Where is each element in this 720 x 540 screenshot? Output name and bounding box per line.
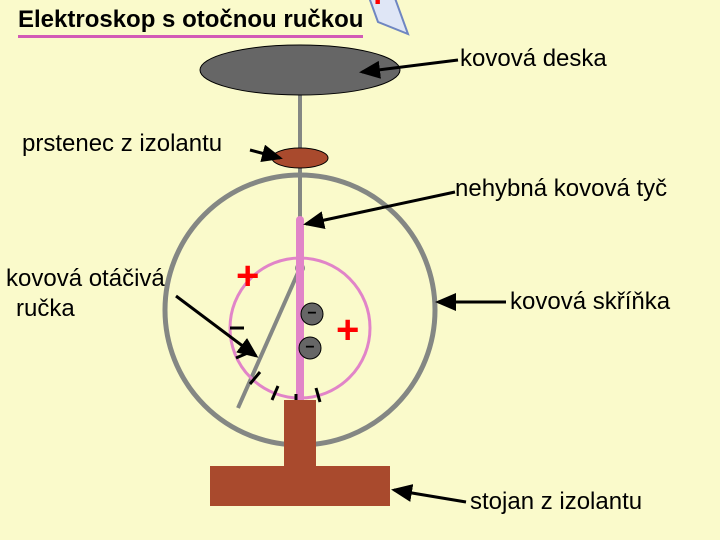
plus-icon: + [366, 0, 389, 14]
plus-icon: + [336, 310, 359, 350]
label-kovova-skrinka: kovová skříňka [510, 288, 670, 316]
diagram-canvas: − − Elektroskop s otočnou ručkou kovová d… [0, 0, 720, 540]
label-nehybna-tyc: nehybná kovová tyč [455, 175, 667, 203]
label-prstenec: prstenec z izolantu [22, 130, 222, 158]
label-kovova-rucka-line2: ručka [16, 295, 75, 323]
svg-text:−: − [307, 305, 316, 322]
diagram-title: Elektroskop s otočnou ručkou [18, 6, 363, 38]
label-kovova-deska: kovová deska [460, 45, 607, 73]
svg-text:−: − [305, 339, 314, 356]
title-text: Elektroskop s otočnou ručkou [18, 6, 363, 33]
label-kovova-rucka-line1: kovová otáčivá [6, 265, 165, 293]
label-stojan: stojan z izolantu [470, 488, 642, 516]
plus-icon: + [236, 256, 259, 296]
